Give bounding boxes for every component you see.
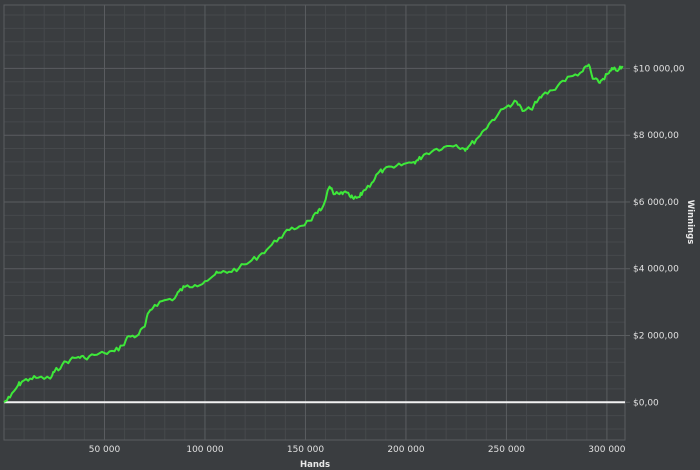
x-tick-label: 50 000 <box>89 445 121 455</box>
series-line-winnings <box>3 63 624 404</box>
y-tick-label: $8 000,00 <box>633 131 679 141</box>
y-tick-label: $2 000,00 <box>633 332 679 342</box>
x-tick-label: 100 000 <box>186 445 223 455</box>
x-tick-label: 200 000 <box>387 445 424 455</box>
y-tick-label: $10 000,00 <box>633 64 685 74</box>
x-tick-label: 150 000 <box>287 445 324 455</box>
tick-labels: 50 000 100 000 150 000 200 000 250 000 300 00… <box>89 64 685 455</box>
x-tick-label: 300 000 <box>588 445 625 455</box>
y-tick-label: $4 000,00 <box>633 265 679 275</box>
grid <box>3 4 630 441</box>
y-axis-label: Winnings <box>685 200 695 245</box>
y-tick-label: $0,00 <box>633 398 659 408</box>
plot-frame <box>3 4 626 441</box>
x-tick-label: 250 000 <box>488 445 525 455</box>
x-axis-label: Hands <box>300 460 330 470</box>
y-tick-label: $6 000,00 <box>633 198 679 208</box>
